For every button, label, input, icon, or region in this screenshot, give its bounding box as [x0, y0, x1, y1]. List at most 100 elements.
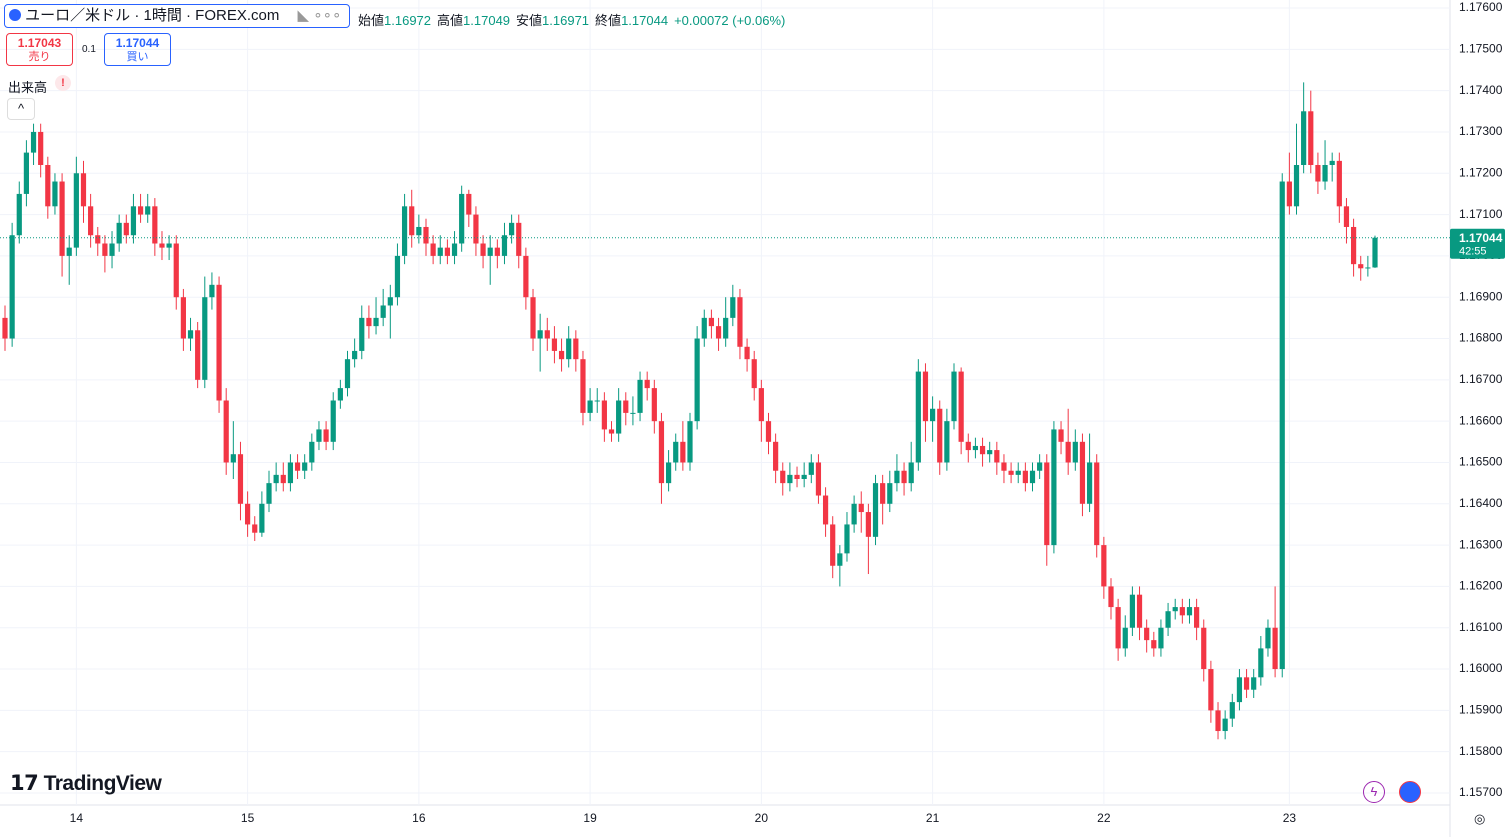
candle-body [1079, 441, 1086, 504]
candle-body [944, 421, 950, 463]
symbol-box[interactable]: ユーロ／米ドル · 1時間 · FOREX.com ◣ ∘∘∘ [4, 4, 351, 28]
candle-body [416, 226, 422, 236]
candle-body [409, 206, 415, 236]
candle-body [359, 317, 365, 351]
candle-body [466, 193, 472, 215]
candle-body [1179, 607, 1185, 616]
candle-body [223, 400, 229, 463]
candle-body [808, 462, 814, 475]
candle-body [437, 247, 443, 256]
candle-body [701, 317, 707, 339]
candle-body [216, 284, 222, 401]
x-tick-label: 21 [926, 811, 940, 825]
flag-icon [9, 9, 21, 21]
candle-body [637, 379, 643, 413]
news-icon[interactable] [1399, 781, 1421, 803]
candle-body [658, 421, 665, 484]
candle-body [915, 371, 921, 463]
warning-icon[interactable]: ! [55, 75, 71, 91]
candle-body [116, 222, 122, 244]
candle-body [1094, 462, 1100, 546]
last-price-label: 1.17044 [1459, 231, 1503, 245]
candle-body [651, 388, 657, 422]
y-tick-label: 1.16900 [1459, 289, 1503, 303]
ohlc-value: 1.17044 [621, 13, 669, 28]
candle-body [273, 474, 279, 484]
candle-body [401, 206, 408, 256]
candle-body [38, 131, 44, 165]
candle-body [109, 243, 115, 256]
candle-body [815, 462, 822, 496]
candle-body [894, 470, 900, 484]
collapse-button[interactable]: ^ [7, 98, 35, 120]
candle-body [1001, 462, 1007, 471]
candle-body [137, 206, 144, 215]
candle-body [16, 193, 22, 236]
y-tick-label: 1.16600 [1459, 413, 1503, 427]
candle-body [623, 400, 629, 413]
more-icon[interactable]: ◣ ∘∘∘ [297, 7, 342, 24]
candle-body [487, 247, 493, 256]
candle-body [1072, 441, 1078, 463]
y-tick-label: 1.15700 [1459, 785, 1503, 799]
candle-body [822, 495, 829, 525]
candle-body [501, 235, 508, 256]
candle-body [1037, 462, 1043, 471]
candle-body [166, 243, 172, 248]
candle-body [123, 222, 129, 236]
change: +0.00072 (+0.06%) [674, 13, 786, 28]
candle-body [1201, 627, 1207, 670]
candle-body [302, 462, 308, 471]
y-tick-label: 1.16100 [1459, 620, 1503, 634]
buy-button[interactable]: 1.17044 買い [104, 33, 171, 66]
candle-body [1301, 111, 1307, 165]
candle-body [1308, 111, 1314, 165]
candle-body [1365, 267, 1371, 269]
candle-body [1144, 627, 1150, 641]
candle-body [173, 243, 179, 298]
candle-body [987, 450, 993, 455]
candle-body [1258, 648, 1264, 678]
candle-body [1358, 264, 1364, 269]
candle-body [73, 173, 79, 248]
candle-body [1343, 206, 1350, 227]
candle-body [965, 441, 971, 451]
y-tick-label: 1.17300 [1459, 124, 1503, 138]
alert-icon[interactable]: ϟ [1363, 781, 1385, 803]
candle-body [837, 553, 843, 566]
candle-body [1058, 429, 1064, 442]
candle-body [1265, 627, 1271, 649]
candle-body [373, 317, 379, 327]
candle-body [758, 388, 764, 422]
candle-body [1129, 594, 1135, 628]
sell-label: 売り [28, 51, 51, 63]
candle-body [202, 297, 208, 380]
candle-body [1008, 470, 1014, 475]
candle-body [209, 284, 215, 298]
candle-body [958, 371, 964, 442]
candle-body [473, 214, 479, 244]
ohlc-legend: 始値1.16972 高値1.17049 安値1.16971 終値1.17044 +0.0… [358, 10, 785, 29]
candle-body [159, 243, 165, 248]
x-tick-label: 14 [70, 811, 84, 825]
buy-label: 買い [126, 51, 149, 63]
candle-body [765, 421, 772, 442]
settings-icon[interactable]: ◎ [1474, 811, 1486, 826]
candle-body [423, 226, 429, 244]
candle-body [1022, 470, 1028, 484]
candle-body [394, 255, 401, 298]
y-tick-label: 1.16700 [1459, 372, 1503, 386]
candle-body [730, 297, 736, 318]
candle-body [2, 317, 8, 339]
buy-price: 1.17044 [115, 36, 160, 50]
x-tick-label: 16 [412, 811, 426, 825]
candle-body [1208, 669, 1214, 711]
candle-body [715, 326, 722, 339]
candle-body [880, 483, 886, 504]
candle-body [1222, 718, 1228, 732]
sell-button[interactable]: 1.17043 売り [6, 33, 73, 66]
candle-body [245, 503, 251, 525]
y-tick-label: 1.15900 [1459, 703, 1503, 717]
ohlc-value: 1.16972 [384, 13, 432, 28]
candle-body [451, 243, 458, 256]
